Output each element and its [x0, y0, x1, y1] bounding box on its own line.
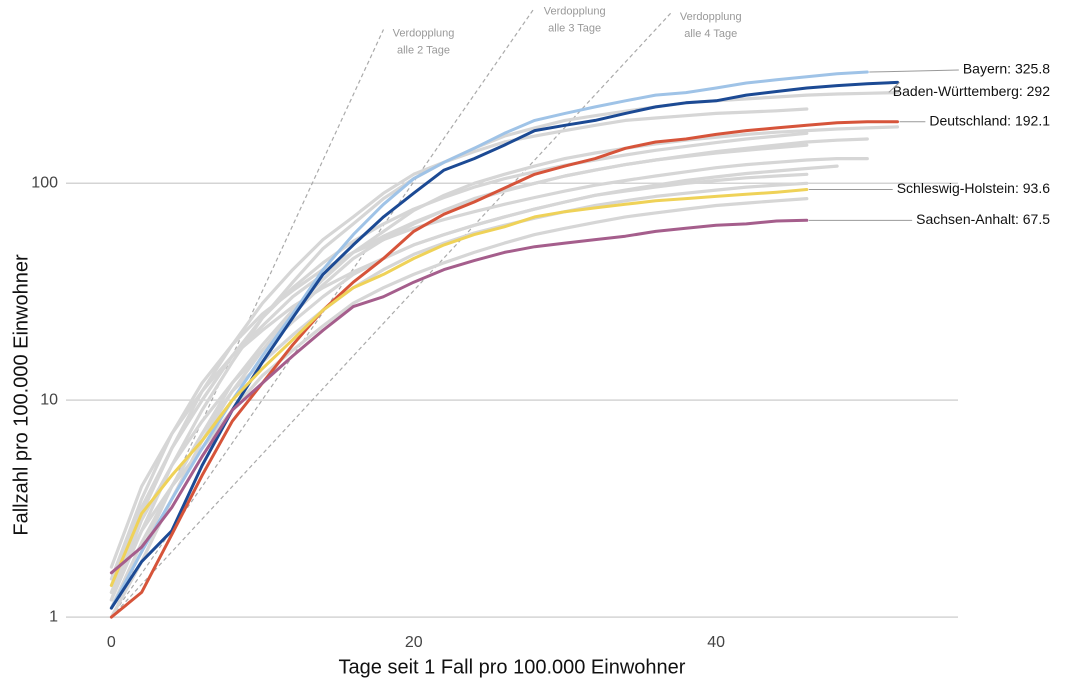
end-label: Schleswig-Holstein: 93.6 — [897, 180, 1051, 196]
reference-label: Verdopplung — [544, 6, 606, 18]
x-tick-label: 20 — [405, 634, 423, 651]
x-axis-title: Tage seit 1 Fall pro 100.000 Einwohner — [339, 656, 686, 678]
end-label: Sachsen-Anhalt: 67.5 — [916, 211, 1050, 227]
x-tick-label: 40 — [707, 634, 725, 651]
reference-label: alle 3 Tage — [548, 23, 601, 35]
label-connector — [888, 81, 900, 93]
y-tick-label: 1 — [49, 608, 58, 625]
end-label: Bayern: 325.8 — [963, 61, 1050, 77]
label-connector — [869, 69, 959, 73]
background-line — [109, 181, 809, 610]
y-tick-label: 100 — [31, 175, 58, 192]
x-tick-label: 0 — [107, 634, 116, 651]
reference-label: alle 4 Tage — [684, 28, 737, 40]
y-axis-title: Fallzahl pro 100.000 Einwohner — [10, 254, 32, 536]
reference-label: Verdopplung — [680, 11, 742, 23]
end-label: Baden-Württemberg: 292 — [893, 83, 1050, 99]
end-label: Deutschland: 192.1 — [929, 113, 1050, 129]
background-line — [109, 197, 809, 594]
series-line — [109, 80, 899, 610]
series-line — [109, 120, 899, 619]
reference-label: alle 2 Tage — [397, 44, 450, 56]
y-tick-label: 10 — [40, 391, 58, 408]
background-line — [109, 131, 809, 587]
reference-line — [110, 7, 536, 618]
background-line — [109, 143, 809, 619]
reference-label: Verdopplung — [393, 27, 455, 39]
reference-line — [110, 12, 672, 618]
series-line — [109, 218, 809, 575]
series-line — [109, 188, 809, 587]
